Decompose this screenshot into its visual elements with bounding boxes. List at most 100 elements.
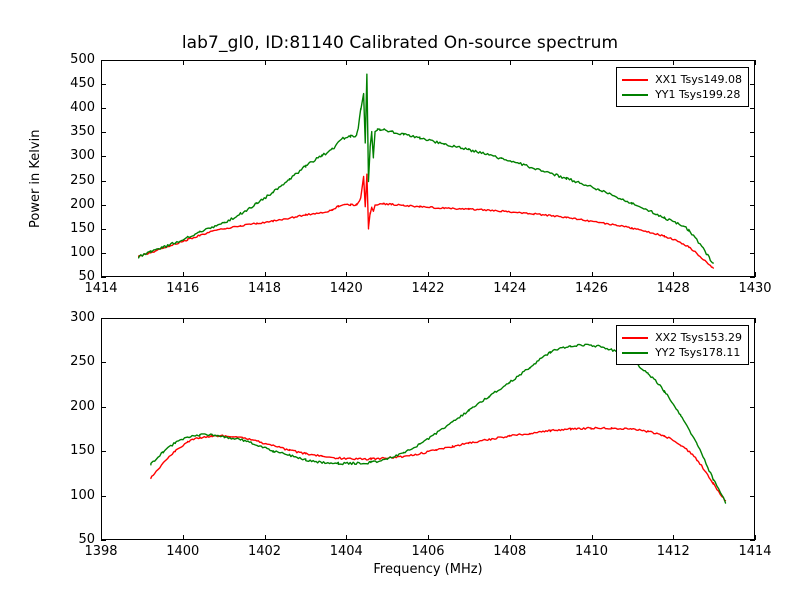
y-tick-mark — [101, 181, 106, 182]
legend-entry-xx2: XX2 Tsys153.29 — [622, 330, 742, 345]
x-tick-label: 1412 — [656, 544, 690, 559]
legend-line-yy2 — [622, 351, 649, 354]
x-tick-label: 1408 — [493, 544, 527, 559]
y-tick-mark-right — [750, 253, 755, 254]
figure-title: lab7_gl0, ID:81140 Calibrated On-source … — [181, 33, 619, 53]
y-tick-mark — [101, 156, 106, 157]
x-tick-mark-top — [510, 318, 511, 323]
y-tick-mark — [101, 205, 106, 206]
x-tick-mark-top — [346, 318, 347, 323]
x-tick-mark — [265, 535, 266, 540]
y-tick-mark-right — [750, 318, 755, 319]
series-line — [137, 173, 714, 269]
x-tick-mark — [183, 535, 184, 540]
y-tick-label: 100 — [70, 244, 95, 260]
x-tick-label: 1424 — [493, 281, 527, 296]
y-tick-label: 400 — [70, 100, 95, 116]
y-tick-mark — [101, 318, 106, 319]
y-tick-mark-right — [750, 181, 755, 182]
y-tick-mark — [101, 132, 106, 133]
top-spectrum-plot — [137, 73, 714, 269]
y-tick-label: 150 — [70, 220, 95, 236]
y-tick-label: 100 — [70, 487, 95, 503]
x-tick-mark — [755, 535, 756, 540]
bottom-plot-axes: XX2 Tsys153.29 YY2 Tsys178.11 — [101, 318, 755, 540]
y-tick-mark-right — [750, 108, 755, 109]
legend-line-yy1 — [622, 93, 649, 96]
x-tick-mark — [673, 535, 674, 540]
y-tick-mark — [101, 277, 106, 278]
x-tick-mark — [183, 272, 184, 277]
y-tick-label: 300 — [70, 148, 95, 164]
x-tick-label: 1428 — [656, 281, 690, 296]
x-tick-mark-top — [592, 60, 593, 65]
y-tick-mark-right — [750, 60, 755, 61]
y-tick-label: 300 — [70, 310, 95, 325]
x-tick-label: 1414 — [738, 544, 772, 559]
x-axis-label: Frequency (MHz) — [373, 562, 483, 577]
y-tick-mark-right — [750, 205, 755, 206]
y-axis-label-top: Power in Kelvin — [28, 129, 43, 228]
x-tick-mark — [510, 272, 511, 277]
x-tick-mark-top — [428, 60, 429, 65]
top-legend: XX1 Tsys149.08 YY1 Tsys199.28 — [616, 67, 749, 107]
y-tick-mark-right — [750, 496, 755, 497]
y-tick-mark-right — [750, 540, 755, 541]
y-tick-mark-right — [750, 229, 755, 230]
y-tick-label: 500 — [70, 52, 95, 67]
x-tick-mark — [592, 272, 593, 277]
x-tick-label: 1402 — [247, 544, 282, 559]
x-tick-mark-top — [265, 60, 266, 65]
x-tick-mark — [265, 272, 266, 277]
bottom-legend: XX2 Tsys153.29 YY2 Tsys178.11 — [616, 325, 749, 365]
y-tick-mark — [101, 496, 106, 497]
y-tick-label: 350 — [70, 124, 95, 140]
y-tick-mark — [101, 84, 106, 85]
y-tick-mark — [101, 229, 106, 230]
y-tick-label: 50 — [78, 269, 95, 284]
x-tick-label: 1422 — [411, 281, 445, 296]
x-tick-mark — [101, 272, 102, 277]
y-tick-mark-right — [750, 362, 755, 363]
y-tick-mark — [101, 407, 106, 408]
legend-label-yy1: YY1 Tsys199.28 — [655, 88, 741, 101]
series-line — [137, 73, 714, 264]
top-plot-axes: XX1 Tsys149.08 YY1 Tsys199.28 — [101, 60, 755, 277]
y-tick-mark — [101, 60, 106, 61]
x-tick-mark — [346, 535, 347, 540]
x-tick-mark-top — [755, 318, 756, 323]
y-tick-label: 150 — [70, 443, 95, 459]
y-tick-mark-right — [750, 451, 755, 452]
x-tick-mark — [428, 535, 429, 540]
legend-entry-yy1: YY1 Tsys199.28 — [622, 87, 742, 102]
y-tick-mark-right — [750, 156, 755, 157]
legend-line-xx1 — [622, 78, 649, 81]
y-tick-label: 250 — [70, 172, 95, 188]
x-tick-mark-top — [183, 318, 184, 323]
y-tick-mark-right — [750, 407, 755, 408]
legend-entry-xx1: XX1 Tsys149.08 — [622, 72, 742, 87]
y-tick-mark — [101, 362, 106, 363]
x-tick-mark-top — [673, 318, 674, 323]
legend-entry-yy2: YY2 Tsys178.11 — [622, 345, 742, 360]
x-tick-label: 1418 — [247, 281, 282, 296]
x-tick-mark-top — [428, 318, 429, 323]
x-tick-mark — [101, 535, 102, 540]
y-tick-mark-right — [750, 277, 755, 278]
legend-label-xx1: XX1 Tsys149.08 — [655, 73, 742, 86]
x-tick-mark — [755, 272, 756, 277]
y-tick-label: 200 — [70, 196, 95, 212]
x-tick-label: 1420 — [329, 281, 363, 296]
legend-label-yy2: YY2 Tsys178.11 — [655, 346, 741, 359]
x-tick-label: 1414 — [84, 281, 118, 296]
x-tick-label: 1398 — [84, 544, 118, 559]
x-tick-mark-top — [755, 60, 756, 65]
y-tick-mark-right — [750, 84, 755, 85]
x-tick-mark-top — [265, 318, 266, 323]
x-tick-mark-top — [510, 60, 511, 65]
x-tick-label: 1430 — [738, 281, 772, 296]
series-line — [150, 426, 727, 502]
x-tick-mark-top — [346, 60, 347, 65]
x-tick-mark-top — [673, 60, 674, 65]
